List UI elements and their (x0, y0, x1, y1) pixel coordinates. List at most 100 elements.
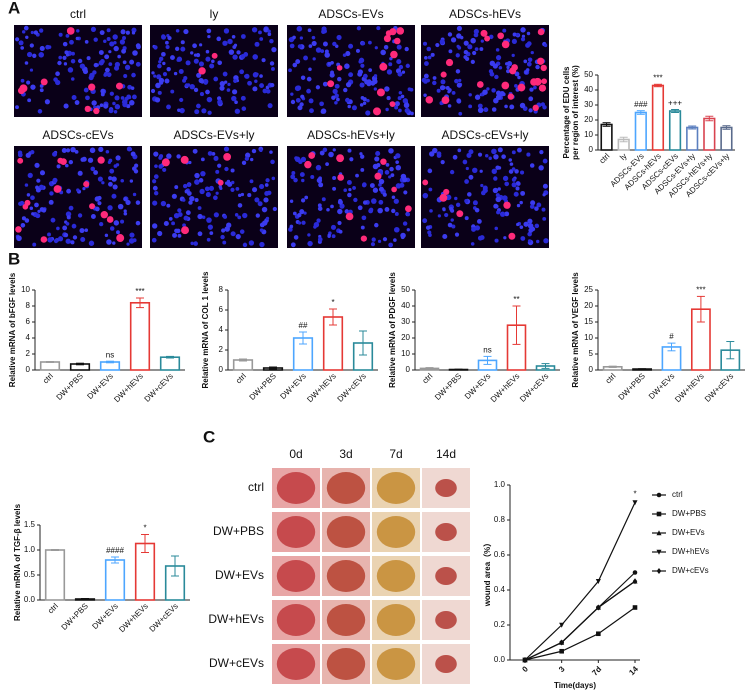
cell-dot (539, 149, 544, 155)
cell-dot (190, 51, 194, 55)
line (524, 502, 636, 661)
cell-dot (495, 193, 500, 198)
panel-label: C (203, 427, 215, 446)
cell-dot (159, 56, 164, 61)
error-bar (46, 361, 54, 363)
cell-dot (360, 168, 365, 172)
cell-dot (70, 58, 76, 64)
cell-dot (166, 153, 172, 159)
cell-dot (222, 40, 228, 46)
cell-dot (30, 195, 35, 201)
cell-dot (193, 53, 198, 57)
cell-dot (391, 208, 396, 214)
cell-dot (450, 37, 457, 43)
cell-dot (186, 83, 191, 87)
wound (326, 560, 366, 592)
cell-dot (497, 147, 503, 153)
cell-dot (502, 195, 508, 201)
cell-dot (388, 62, 393, 67)
cell-dot (251, 148, 257, 154)
cell-dot (108, 50, 112, 54)
cell-dot (430, 52, 435, 57)
cell-dot (68, 205, 74, 211)
error-bar (81, 598, 89, 600)
line (524, 580, 636, 661)
cell-dot (299, 172, 305, 178)
cell-dot (192, 43, 197, 49)
cell-dot (39, 28, 44, 33)
cell-dot (320, 110, 325, 114)
cell-dot (190, 241, 194, 246)
error-bar (512, 305, 521, 345)
cell-dot (360, 225, 365, 230)
cell-dot (509, 162, 514, 166)
cell-dot (470, 37, 476, 44)
edu-dot (100, 211, 108, 219)
cell-dot (440, 79, 446, 85)
cell-dot (362, 182, 367, 187)
cell-dot (57, 60, 62, 66)
cell-dot (494, 226, 499, 231)
bar (720, 126, 733, 151)
cell-dot (271, 67, 275, 71)
cell-dot (68, 159, 74, 165)
edu-dot (40, 78, 48, 86)
line (524, 607, 636, 661)
y-tick-label: 10 (584, 333, 593, 342)
cell-dot (132, 238, 137, 243)
cell-dot (542, 158, 548, 164)
cell-dot (104, 233, 109, 238)
cell-dot (301, 220, 306, 225)
cell-dot (472, 50, 477, 56)
cell-dot (511, 182, 517, 188)
cell-dot (527, 57, 533, 63)
cell-dot (205, 56, 211, 62)
cell-dot (244, 156, 250, 161)
cell-dot (261, 58, 266, 63)
cell-dot (543, 238, 549, 244)
legend-label: DW+hEVs (672, 547, 709, 556)
cell-dot (371, 198, 377, 204)
image-label: ADSCs-cEVs+ly (441, 128, 528, 142)
cell-dot (403, 102, 410, 109)
cell-dot (317, 206, 323, 211)
cell-dot (232, 89, 238, 95)
cell-dot (223, 28, 230, 34)
cell-dot (526, 41, 532, 47)
cell-dot (359, 82, 365, 88)
cell-dot (32, 53, 37, 58)
cell-dot (349, 157, 354, 162)
cell-dot (21, 30, 26, 34)
cell-dot (62, 55, 67, 60)
cell-dot (158, 164, 163, 169)
cell-dot (79, 228, 85, 234)
cell-dot (499, 211, 506, 217)
cell-dot (24, 61, 29, 65)
cell-dot (293, 177, 298, 183)
cell-dot (311, 40, 317, 47)
y-tick-label: 0.0 (24, 595, 36, 604)
cell-dot (503, 236, 507, 240)
cell-dot (103, 73, 108, 77)
cell-dot (205, 89, 210, 95)
cell-dot (454, 196, 458, 201)
cell-dot (322, 41, 328, 47)
cell-dot (322, 29, 328, 34)
marker (632, 605, 638, 610)
error-bar (696, 295, 705, 323)
error-bar (602, 122, 611, 127)
cell-dot (457, 148, 462, 153)
x-tick-label: DW+cEVs (336, 372, 368, 404)
cell-dot (520, 37, 526, 42)
marker (632, 500, 638, 506)
cell-dot (360, 154, 365, 159)
y-tick-label: 0 (589, 145, 594, 154)
cell-dot (35, 187, 41, 193)
cell-dot (362, 97, 367, 102)
cell-dot (153, 45, 158, 50)
cell-dot (424, 61, 429, 66)
cell-dot (99, 103, 104, 108)
bar (104, 559, 126, 601)
wound (276, 648, 316, 680)
cell-dot (154, 164, 158, 168)
